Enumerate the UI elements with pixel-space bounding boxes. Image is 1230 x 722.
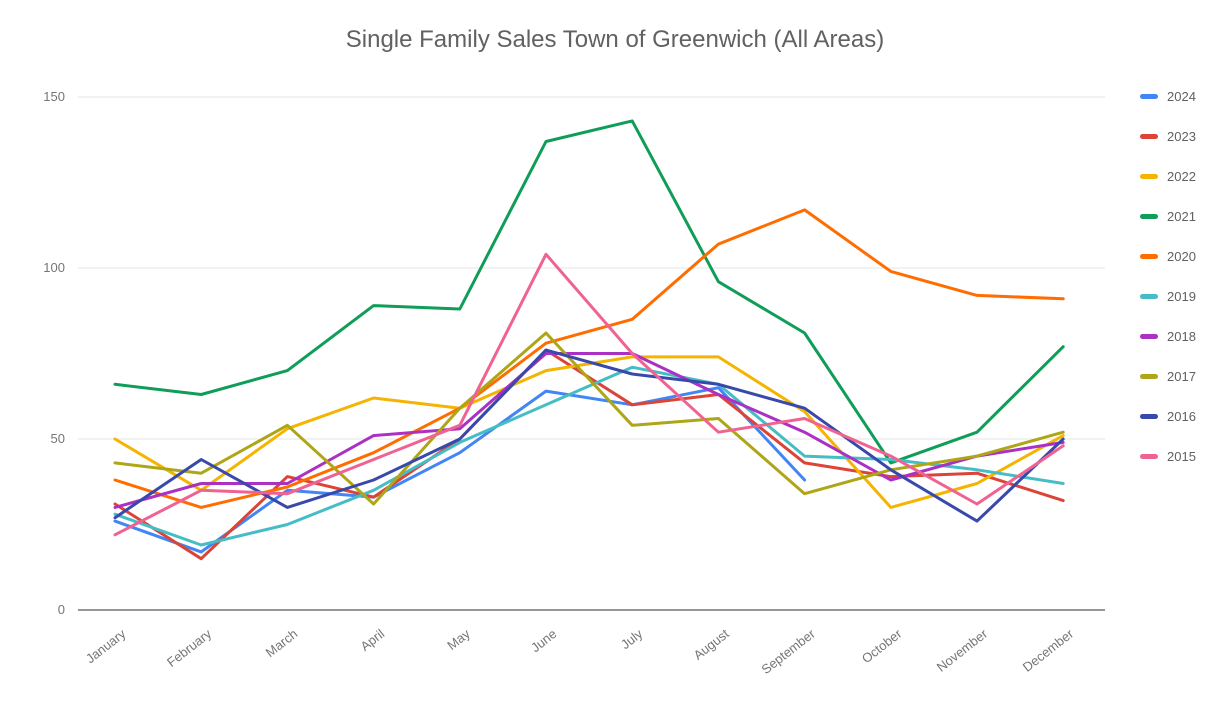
y-tick-label: 50 [50,431,65,446]
legend-label: 2015 [1167,448,1196,464]
y-tick-label: 100 [43,260,65,275]
y-tick-label: 0 [57,602,65,617]
legend-label: 2020 [1167,248,1196,264]
legend-item-2021[interactable]: 2021 [1140,208,1196,224]
legend-label: 2023 [1167,128,1196,144]
series-line-2015 [113,252,1065,537]
legend-label: 2024 [1167,88,1196,104]
legend-label: 2019 [1167,288,1196,304]
legend-item-2016[interactable]: 2016 [1140,408,1196,424]
legend-item-2024[interactable]: 2024 [1140,88,1196,104]
legend-label: 2016 [1167,408,1196,424]
legend-swatch-2019 [1140,293,1158,299]
plot-area [78,96,1105,611]
series-line-2021 [113,119,1065,465]
legend-swatch-2022 [1140,173,1158,179]
legend-item-2020[interactable]: 2020 [1140,248,1196,264]
legend-swatch-2016 [1140,413,1158,419]
legend-item-2019[interactable]: 2019 [1140,288,1196,304]
legend-item-2015[interactable]: 2015 [1140,448,1196,464]
legend: 2024 2023 2022 2021 2020 2019 2018 2017 2016 2015 [1140,88,1196,488]
legend-swatch-2017 [1140,373,1158,379]
legend-item-2022[interactable]: 2022 [1140,168,1196,184]
legend-label: 2017 [1167,368,1196,384]
legend-swatch-2020 [1140,253,1158,259]
legend-label: 2018 [1167,328,1196,344]
legend-swatch-2015 [1140,453,1158,459]
series-line-2022 [113,355,1065,509]
legend-label: 2021 [1167,208,1196,224]
legend-swatch-2021 [1140,213,1158,219]
y-tick-label: 150 [43,89,65,104]
legend-swatch-2024 [1140,93,1158,99]
series-line-2017 [113,331,1065,506]
legend-swatch-2023 [1140,133,1158,139]
legend-item-2017[interactable]: 2017 [1140,368,1196,384]
chart-title: Single Family Sales Town of Greenwich (A… [345,26,885,53]
legend-item-2023[interactable]: 2023 [1140,128,1196,144]
series-line-2019 [113,365,1065,547]
legend-label: 2022 [1167,168,1196,184]
series-line-2020 [113,208,1065,509]
legend-item-2018[interactable]: 2018 [1140,328,1196,344]
series-line-2018 [113,352,1065,509]
legend-swatch-2018 [1140,333,1158,339]
series-line-2016 [113,348,1065,523]
series-line-2023 [113,348,1065,561]
